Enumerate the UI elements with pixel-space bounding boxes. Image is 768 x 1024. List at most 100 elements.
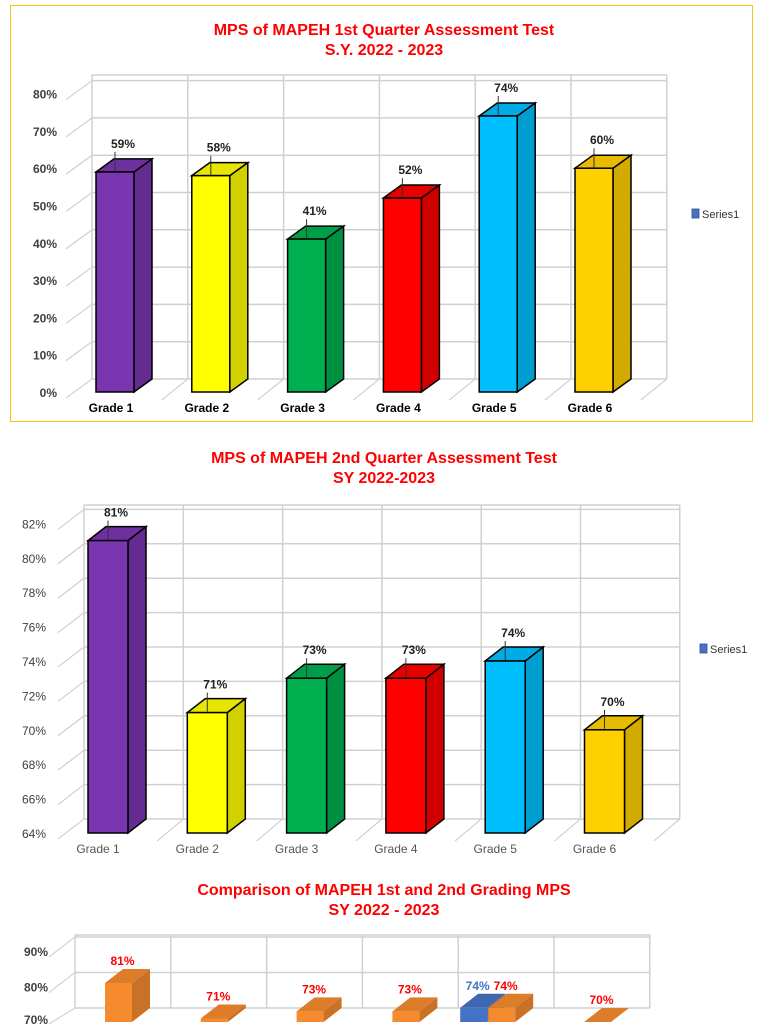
data-label: 73%	[402, 643, 426, 657]
legend-swatch	[691, 208, 700, 219]
x-tick-label: Grade 4	[374, 842, 418, 856]
axis-tick-line	[48, 972, 76, 993]
floor-line	[653, 818, 681, 842]
chart3-subtitle: SY 2022 - 2023	[328, 902, 440, 919]
bar-top	[584, 1008, 629, 1022]
bar-side	[419, 997, 438, 1022]
data-label: 41%	[303, 204, 327, 218]
chart2-subtitle: SY 2022-2023	[332, 470, 435, 487]
data-label: 70%	[589, 993, 613, 1007]
y-tick-label: 10%	[33, 349, 57, 363]
bar-top	[488, 993, 534, 1008]
y-tick-label: 78%	[22, 586, 46, 600]
y-tick-label: 80%	[22, 552, 46, 566]
axis-tick-line	[48, 1007, 76, 1024]
bar-grade-1	[105, 982, 132, 1022]
floor-line	[256, 818, 283, 842]
axis-tick-line	[65, 117, 93, 138]
floor-line	[448, 378, 476, 401]
x-tick-label: Grade 4	[376, 401, 421, 415]
data-label: 74%	[494, 81, 518, 95]
y-tick-label: 30%	[33, 274, 57, 288]
x-tick-label: Grade 5	[474, 842, 518, 856]
y-tick-label: 64%	[22, 827, 46, 841]
bar-grade-1	[87, 539, 129, 834]
bar-grade-3	[296, 1011, 324, 1022]
y-tick-label: 76%	[22, 621, 46, 635]
axis-tick-line	[57, 612, 85, 633]
data-label: 73%	[302, 982, 326, 996]
bar-top	[105, 968, 150, 983]
y-tick-label: 50%	[33, 200, 57, 214]
axis-tick-line	[57, 509, 85, 530]
bar-grade-6	[574, 167, 614, 393]
bar-grade-4	[382, 197, 423, 393]
bar-top	[296, 997, 342, 1012]
legend-label: Series1	[702, 209, 739, 221]
bar-grade-5	[460, 1007, 488, 1022]
axis-tick-line	[65, 154, 93, 175]
bar-grade-2	[200, 1018, 228, 1022]
y-tick-label: 70%	[24, 1013, 48, 1024]
x-tick-label: Grade 6	[568, 401, 613, 415]
floor-line	[544, 378, 572, 401]
x-tick-label: Grade 3	[280, 401, 325, 415]
bar-grade-6	[583, 729, 626, 834]
bar-side	[325, 662, 346, 835]
axis-tick-line	[65, 192, 93, 212]
axis-tick-line	[48, 936, 76, 958]
bar-grade-1	[95, 171, 135, 393]
floor-line	[355, 818, 383, 842]
bar-side	[524, 645, 544, 835]
floor-line	[554, 818, 581, 842]
data-label: 73%	[303, 643, 327, 657]
y-tick-label: 40%	[33, 237, 57, 251]
y-tick-label: 80%	[24, 981, 48, 995]
bar-grade-2	[191, 174, 231, 393]
y-tick-label: 70%	[33, 125, 57, 139]
axis-tick-line	[65, 341, 93, 362]
y-tick-label: 20%	[33, 311, 57, 325]
bar-grade-4	[385, 677, 427, 834]
x-tick-label: Grade 5	[472, 401, 517, 415]
axis-tick-line	[57, 749, 85, 771]
y-tick-label: 0%	[40, 386, 58, 400]
chart1-title: MPS of MAPEH 1st Quarter Assessment Test	[213, 22, 555, 39]
bar-grade-4	[392, 1011, 420, 1022]
x-tick-label: Grade 2	[176, 842, 220, 856]
bar-grade-5	[478, 115, 518, 393]
floor-line	[257, 378, 284, 401]
bar-side	[132, 968, 150, 1022]
data-label: 73%	[398, 982, 422, 996]
chart2-title: MPS of MAPEH 2nd Quarter Assessment Test	[211, 450, 557, 467]
chart1-subtitle: S.Y. 2022 - 2023	[324, 42, 444, 59]
bar-side	[623, 714, 644, 835]
data-label: 70%	[600, 695, 624, 709]
x-tick-label: Grade 3	[275, 842, 319, 856]
axis-tick-line	[65, 378, 93, 399]
bar-top	[200, 1004, 246, 1019]
data-label: 74%	[494, 979, 518, 993]
bar-top	[460, 993, 506, 1008]
floor-line	[353, 378, 380, 401]
data-label: 58%	[207, 141, 231, 155]
floor-line	[161, 378, 189, 401]
x-tick-label: Grade 1	[76, 842, 120, 856]
bar-side	[227, 1004, 246, 1022]
bar-side	[323, 997, 342, 1022]
axis-tick-line	[65, 266, 93, 287]
bar-side	[425, 662, 445, 835]
data-label: 59%	[111, 137, 135, 151]
bar-side	[515, 993, 534, 1022]
chart3-title: Comparison of MAPEH 1st and 2nd Grading …	[197, 882, 571, 899]
data-label: 74%	[501, 626, 525, 640]
axis-tick-line	[57, 818, 85, 840]
x-tick-label: Grade 2	[184, 401, 229, 415]
bar-grade-2	[186, 711, 229, 834]
y-tick-label: 68%	[22, 758, 46, 772]
chart1-frame	[10, 5, 753, 422]
x-tick-label: Grade 6	[573, 842, 617, 856]
bar-grade-3	[286, 238, 327, 393]
legend-swatch	[699, 643, 708, 654]
axis-tick-line	[57, 715, 85, 737]
